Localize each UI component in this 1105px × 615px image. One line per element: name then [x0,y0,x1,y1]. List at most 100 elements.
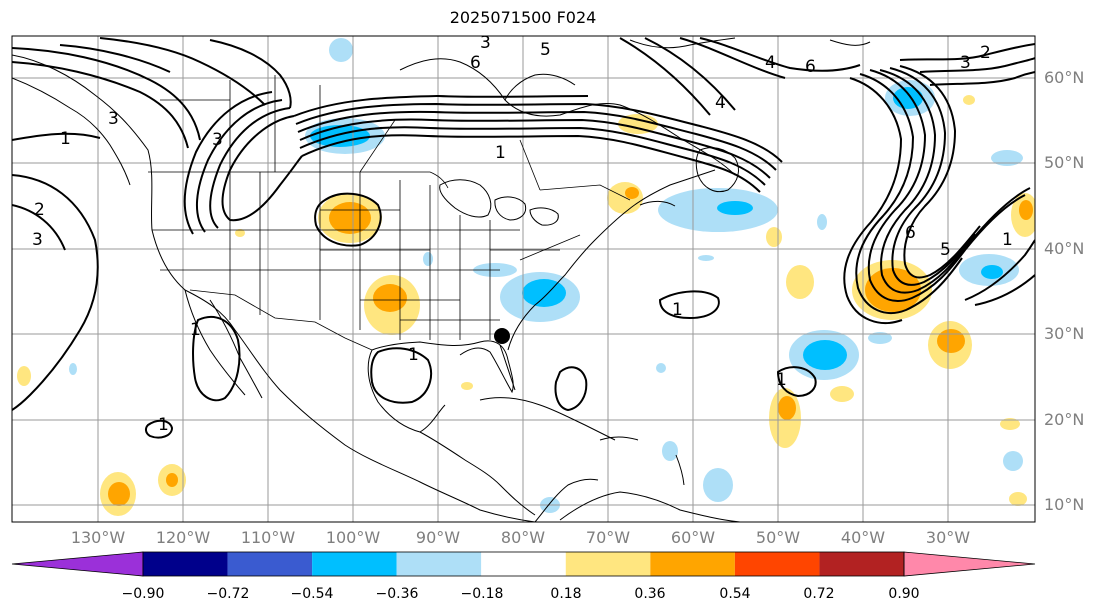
lon-label: 110°W [240,528,296,547]
colorbar-segment [481,552,566,576]
negative-anomaly-blob [703,468,733,502]
contour-label: 1 [408,345,419,365]
contour-label: 3 [32,230,43,250]
contour-label: 6 [805,57,816,77]
positive-anomaly-blob [963,95,975,105]
negative-anomaly-blob [500,272,580,322]
colorbar-outline [142,551,905,577]
colorbar-segment [143,552,228,576]
colorbar-segment [819,552,904,576]
lon-label: 30°W [925,528,971,547]
closed-contour [370,347,432,404]
lon-label: 100°W [325,528,381,547]
positive-anomaly-blob [786,265,814,299]
positive-anomaly-blob [766,227,782,247]
positive-anomaly-blob [17,366,31,386]
colorbar-segment [734,552,820,576]
colorbar-segment [11,551,144,577]
map-frame [11,35,1036,523]
contour-label: 4 [765,53,776,73]
colorbar-tick-label: 0.90 [888,586,920,602]
negative-anomaly-blob [658,188,778,232]
contour-label: 3 [960,53,971,73]
colorbar-tick-label: 0.54 [719,586,751,602]
colorbar-tick-label: −0.18 [460,586,504,602]
positive-anomaly-blob [928,321,972,369]
negative-anomaly-blob [656,363,666,373]
negative-anomaly-blob [959,254,1019,286]
contour-label: 6 [470,53,481,73]
lon-label: 90°W [415,528,461,547]
colorbar-segment [227,552,313,576]
positive-anomaly-blob [1000,418,1020,430]
lat-label: 20°N [1044,410,1085,429]
lat-label: 10°N [1044,495,1085,514]
lat-label: 50°N [1044,153,1085,172]
colorbar-tick-label: −0.36 [375,586,419,602]
contour-label: 1 [776,370,787,390]
lon-label: 60°W [670,528,716,547]
colorbar-tick-label: 0.36 [634,586,666,602]
negative-anomaly-blob [991,150,1023,166]
colorbar-tick-label: −0.90 [121,586,165,602]
contour-label: 3 [108,109,119,129]
negative-anomaly-blob [423,252,433,266]
positive-anomaly-blob [235,229,245,237]
map-title: 2025071500 F024 [449,8,597,27]
closed-contour [192,315,241,402]
colorbar-segment [396,552,482,576]
contour-label: 1 [672,300,683,320]
positive-anomaly-blob [830,386,854,402]
positive-anomaly-blob [100,472,136,516]
closed-contour [776,366,817,398]
contour-label: 2 [34,200,45,220]
positive-anomaly-blob [618,114,658,134]
gridlines [12,36,1035,522]
contour-label: 3 [480,33,491,53]
positive-anomaly-blob [364,275,420,335]
contour-label: 5 [540,40,551,60]
positive-anomaly-blob [769,388,801,448]
negative-anomaly-blob [662,441,678,461]
colorbar-segment [650,552,735,576]
contour-label: 1 [158,415,169,435]
colorbar-segment [312,552,397,576]
colorbar-tick-label: 0.18 [550,586,582,602]
lon-label: 80°W [500,528,546,547]
contour-label: 2 [980,43,991,63]
closed-contour [144,419,174,439]
lat-label: 30°N [1044,324,1085,343]
contour-labels: 1 1 1 1 1 1 1 1 2 2 3 3 3 3 3 4 4 5 5 6 … [32,33,1013,435]
lon-label: 130°W [70,528,126,547]
positive-anomaly-blob [1011,193,1035,237]
positive-anomaly-blob [158,464,186,496]
political-borders [148,75,631,351]
lat-label: 40°N [1044,239,1085,258]
negative-anomaly-blob [789,330,859,380]
negative-anomaly-blob [329,38,353,62]
contour-label: 6 [905,223,916,243]
colorbar-tick-label: 0.72 [803,586,835,602]
colorbar [11,551,1036,577]
positive-anomaly-blob [607,182,643,214]
lat-label: 60°N [1044,68,1085,87]
contour-label: 1 [495,143,506,163]
colorbar-segment [903,551,1036,577]
negative-anomaly-blob [698,255,714,261]
closed-contour [314,192,382,247]
negative-anomaly-blob [868,332,892,344]
contour-label: 5 [940,240,951,260]
lon-label: 50°W [755,528,801,547]
lon-label: 40°W [840,528,886,547]
positive-anomaly-blob [461,382,473,390]
negative-anomaly-blob [817,214,827,230]
lon-label: 120°W [155,528,211,547]
colorbar-tick-label: −0.72 [206,586,250,602]
closed-contour [554,366,588,412]
location-marker [494,328,510,344]
negative-anomaly-blob [69,363,77,375]
colorbar-tick-label: −0.54 [290,586,334,602]
colorbar-segment [565,552,651,576]
contour-label: 4 [715,93,726,113]
